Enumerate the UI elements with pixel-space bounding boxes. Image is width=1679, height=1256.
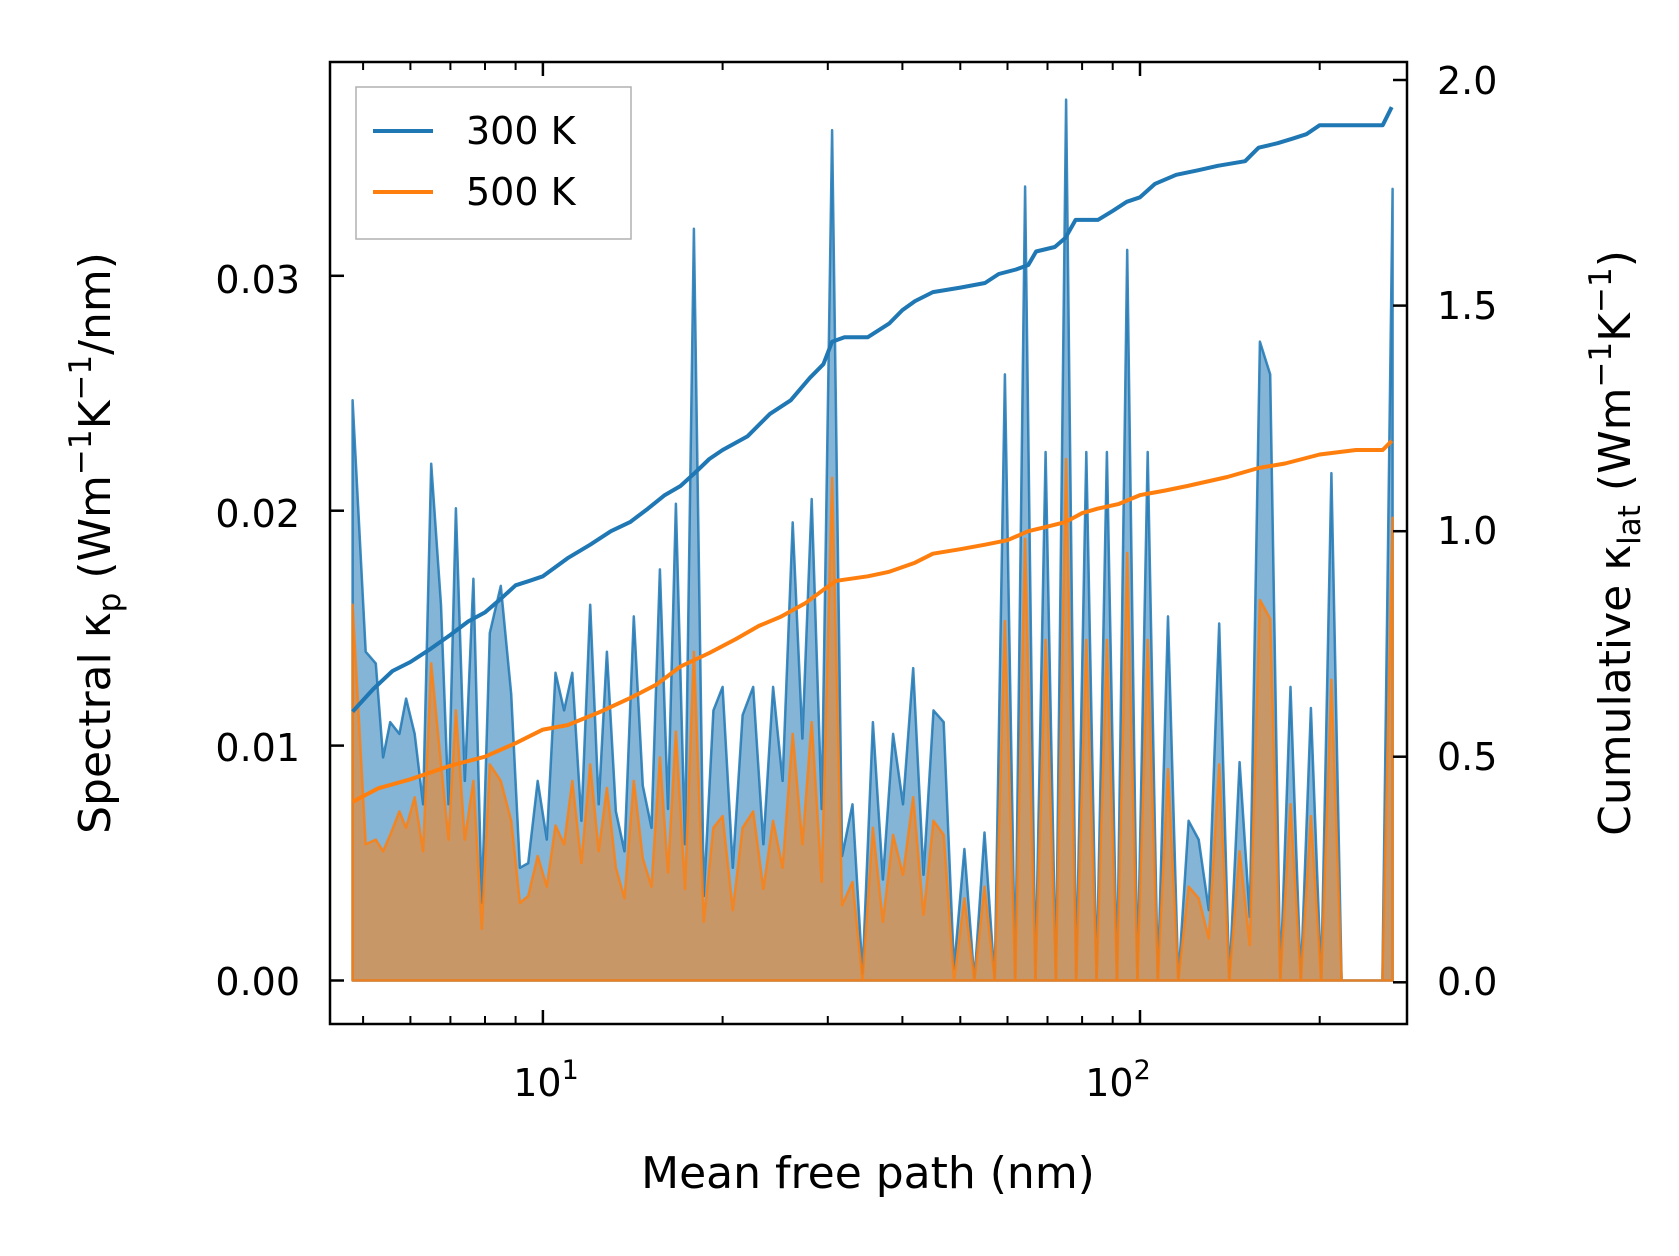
y-left-tick-label-0: 0.00 (215, 960, 300, 1004)
y-right-axis-label: Cumulative κlat (Wm−1K−1) (1583, 250, 1648, 836)
y-right-tick-label-1: 0.5 (1437, 735, 1497, 779)
y-right-tick-label-4: 2.0 (1437, 59, 1497, 103)
spectral-layer (351, 98, 1394, 982)
spectral-area-500k (351, 457, 1394, 982)
tick-layer (330, 62, 1407, 1024)
y-left-tick-label-3: 0.03 (215, 258, 300, 302)
y-left-axis-label: Spectral κp (Wm−1K−1/nm) (63, 252, 128, 834)
legend: 300 K 500 K (355, 86, 632, 240)
legend-box (355, 86, 632, 240)
cumulative-layer (351, 106, 1394, 804)
cumulative-line-300k (351, 106, 1394, 713)
cumulative-line-500k (351, 439, 1394, 804)
y-right-tick-label-3: 1.5 (1437, 284, 1497, 328)
x-tick-label-10: 101 (513, 1055, 579, 1105)
x-tick-label-100: 102 (1085, 1055, 1151, 1105)
y-left-tick-label-1: 0.01 (215, 726, 300, 770)
legend-label-300k: 300 K (466, 109, 577, 153)
x-axis-label: Mean free path (nm) (641, 1148, 1095, 1199)
y-left-tick-label-2: 0.02 (215, 492, 300, 536)
y-right-tick-label-2: 1.0 (1437, 509, 1497, 553)
legend-label-500k: 500 K (466, 170, 577, 214)
plot-frame (328, 60, 1409, 1026)
y-right-tick-label-0: 0.0 (1437, 960, 1497, 1004)
